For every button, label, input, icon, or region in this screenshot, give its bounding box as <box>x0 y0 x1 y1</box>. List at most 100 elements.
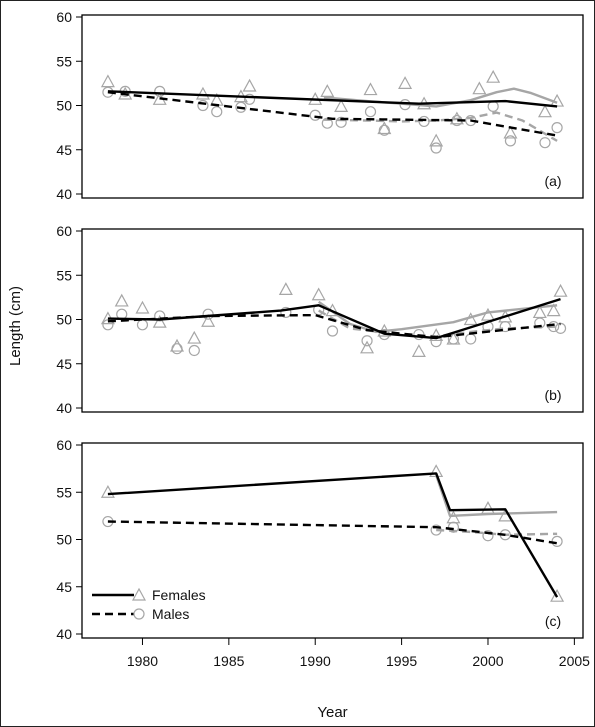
y-tick-label: 60 <box>56 437 72 453</box>
y-tick-label: 45 <box>56 142 72 158</box>
male-point <box>551 122 563 134</box>
male-point <box>211 106 223 118</box>
female-point <box>311 287 326 301</box>
male-point <box>309 109 321 121</box>
female-point <box>472 81 487 95</box>
legend: Females Males <box>92 587 206 622</box>
female-point <box>242 78 257 92</box>
y-tick-label: 45 <box>56 356 72 372</box>
y-tick-label: 45 <box>56 579 72 595</box>
female-point <box>201 314 216 327</box>
female-point <box>429 328 444 342</box>
male-point <box>430 524 442 536</box>
male-point <box>154 310 166 322</box>
females-fit-line <box>107 472 559 598</box>
female-point <box>377 121 392 135</box>
male-point <box>504 135 517 147</box>
y-tick-label: 60 <box>56 9 72 25</box>
male-point <box>136 319 149 331</box>
males-smooth-line <box>323 111 558 142</box>
female-point <box>363 82 378 96</box>
male-point <box>548 320 560 333</box>
female-point <box>100 484 115 498</box>
males-fit-line <box>107 91 558 137</box>
females-smooth-line <box>435 474 558 518</box>
x-tick-label: 1980 <box>127 653 158 669</box>
female-point <box>550 588 565 602</box>
female-point <box>100 74 115 88</box>
female-point <box>152 314 167 328</box>
male-point <box>430 142 442 154</box>
female-point <box>480 501 495 514</box>
y-tick-label: 60 <box>56 223 72 239</box>
female-point <box>170 338 185 352</box>
male-point <box>378 124 390 136</box>
female-point <box>553 283 568 297</box>
legend-females-marker <box>131 587 147 601</box>
x-tick-label: 1985 <box>213 653 244 669</box>
male-point <box>335 116 347 128</box>
male-point <box>197 99 209 112</box>
panel-1: 40 45 50 55 60 (a) <box>56 9 584 202</box>
female-point <box>480 307 495 321</box>
male-point <box>326 325 339 337</box>
male-point <box>554 322 567 334</box>
x-tick-label: 2000 <box>472 653 503 669</box>
y-tick-label: 50 <box>56 98 72 114</box>
x-tick-label: 1995 <box>386 653 417 669</box>
legend-males-label: Males <box>152 606 189 622</box>
male-point <box>364 106 377 118</box>
legend-females-label: Females <box>152 587 206 603</box>
male-point <box>551 535 563 547</box>
male-point <box>465 333 477 345</box>
female-point <box>195 86 210 100</box>
female-point <box>486 69 501 83</box>
female-point <box>503 125 518 139</box>
female-point <box>463 312 478 326</box>
male-point <box>447 333 460 345</box>
female-point <box>411 344 426 357</box>
y-tick-label: 40 <box>56 186 72 202</box>
male-point <box>243 93 256 105</box>
males-smooth-line <box>436 528 558 536</box>
male-point <box>534 317 546 329</box>
panel-box <box>81 14 584 199</box>
male-point <box>487 100 499 112</box>
female-point <box>278 282 293 296</box>
male-point <box>202 308 214 320</box>
male-point <box>321 117 333 129</box>
female-point <box>449 111 464 125</box>
female-point <box>334 99 349 112</box>
panel-2: 40 45 50 55 60 (b) <box>56 223 584 416</box>
female-point <box>135 300 150 314</box>
y-tick-label: 55 <box>56 267 72 283</box>
female-point <box>537 104 553 118</box>
male-point <box>171 343 183 355</box>
female-point <box>429 133 444 147</box>
female-point <box>532 305 547 319</box>
y-tick-label: 50 <box>56 312 72 328</box>
panel-label: (b) <box>544 387 561 403</box>
male-point <box>413 328 425 341</box>
females-fit-line <box>107 90 558 108</box>
female-point <box>320 84 335 97</box>
female-point <box>114 293 129 307</box>
x-axis-label: Year <box>317 704 347 721</box>
panel-3: 40 45 50 55 60 (c) 1980 1985 1990 1995 2000 2005 Fem… <box>56 437 590 669</box>
female-point <box>546 303 561 317</box>
female-point <box>398 76 413 89</box>
y-tick-label: 55 <box>56 53 72 69</box>
male-point <box>399 99 411 111</box>
x-tick-label: 1990 <box>300 653 331 669</box>
y-tick-label: 55 <box>56 484 72 500</box>
male-point <box>154 85 166 97</box>
male-point <box>102 319 114 331</box>
panel-label: (c) <box>545 613 561 629</box>
female-point <box>187 330 202 344</box>
y-tick-label: 40 <box>56 626 72 642</box>
males-fit-line <box>107 313 561 339</box>
male-point <box>418 115 430 128</box>
male-point <box>447 521 460 533</box>
